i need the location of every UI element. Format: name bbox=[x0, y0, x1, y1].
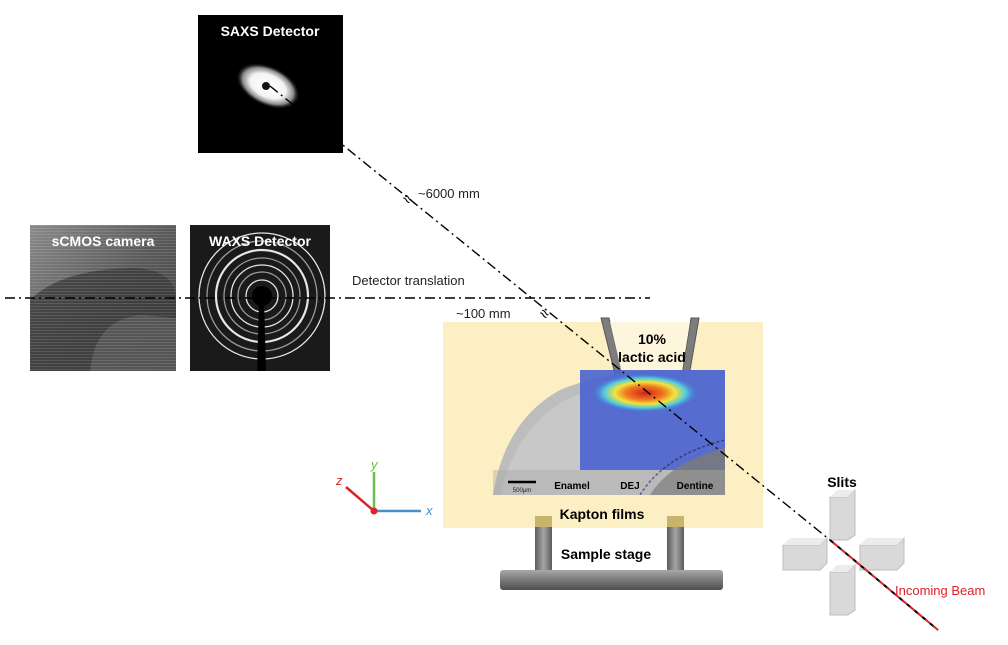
dej-label: DEJ bbox=[620, 481, 639, 492]
slits-assembly: Slits bbox=[782, 474, 905, 616]
scale-bar-label: 500μm bbox=[513, 488, 531, 494]
slit-top bbox=[829, 488, 856, 541]
axis-y-label: y bbox=[370, 457, 379, 472]
slits-label: Slits bbox=[827, 474, 857, 490]
saxs-break-symbol: ≈ bbox=[398, 190, 416, 209]
incoming-beam-line bbox=[829, 539, 939, 631]
dentine-region bbox=[650, 448, 725, 495]
dentine-label: Dentine bbox=[677, 481, 714, 492]
kapton-films-label: Kapton films bbox=[560, 506, 645, 522]
saxs-detector-panel: SAXS Detector bbox=[198, 15, 343, 153]
saxs-distance-label: ~6000 mm bbox=[418, 186, 480, 201]
kapton-sample-region: 10% lactic acid 500μm Enamel DEJ Dentine… bbox=[443, 317, 763, 528]
slit-bottom bbox=[829, 563, 856, 616]
strain-map-hotspot bbox=[590, 373, 700, 413]
enamel-label: Enamel bbox=[554, 481, 590, 492]
saxs-beamstop bbox=[262, 82, 270, 90]
sample-stage-label: Sample stage bbox=[561, 546, 651, 562]
saxs-detector-title: SAXS Detector bbox=[221, 23, 320, 39]
stage-base bbox=[500, 570, 723, 590]
dej-boundary bbox=[639, 439, 725, 495]
acid-percentage: 10% bbox=[638, 331, 667, 347]
incoming-beam-label: Incoming Beam bbox=[895, 583, 985, 598]
axis-z bbox=[345, 486, 375, 512]
waxs-beamstop-arm bbox=[257, 300, 266, 371]
waxs-distance-label: ~100 mm bbox=[456, 306, 511, 321]
axis-origin bbox=[370, 507, 378, 515]
waxs-beamstop bbox=[252, 286, 272, 306]
waxs-break-symbol: ≈ bbox=[535, 305, 553, 324]
detector-translation-label: Detector translation bbox=[352, 273, 465, 288]
acid-name: lactic acid bbox=[618, 349, 686, 365]
waxs-detector-title: WAXS Detector bbox=[209, 233, 311, 249]
stage-rod-right bbox=[667, 516, 684, 572]
coordinate-axes: x y z bbox=[335, 457, 433, 518]
stage-rod-left bbox=[535, 516, 552, 572]
sample-stage: Sample stage bbox=[500, 516, 723, 590]
scmos-camera-title: sCMOS camera bbox=[52, 233, 155, 249]
axis-x-label: x bbox=[425, 503, 433, 518]
tooth-sample-micrograph bbox=[493, 370, 725, 495]
axis-z-label: z bbox=[335, 473, 343, 488]
scattered-beam-line bbox=[269, 85, 831, 541]
